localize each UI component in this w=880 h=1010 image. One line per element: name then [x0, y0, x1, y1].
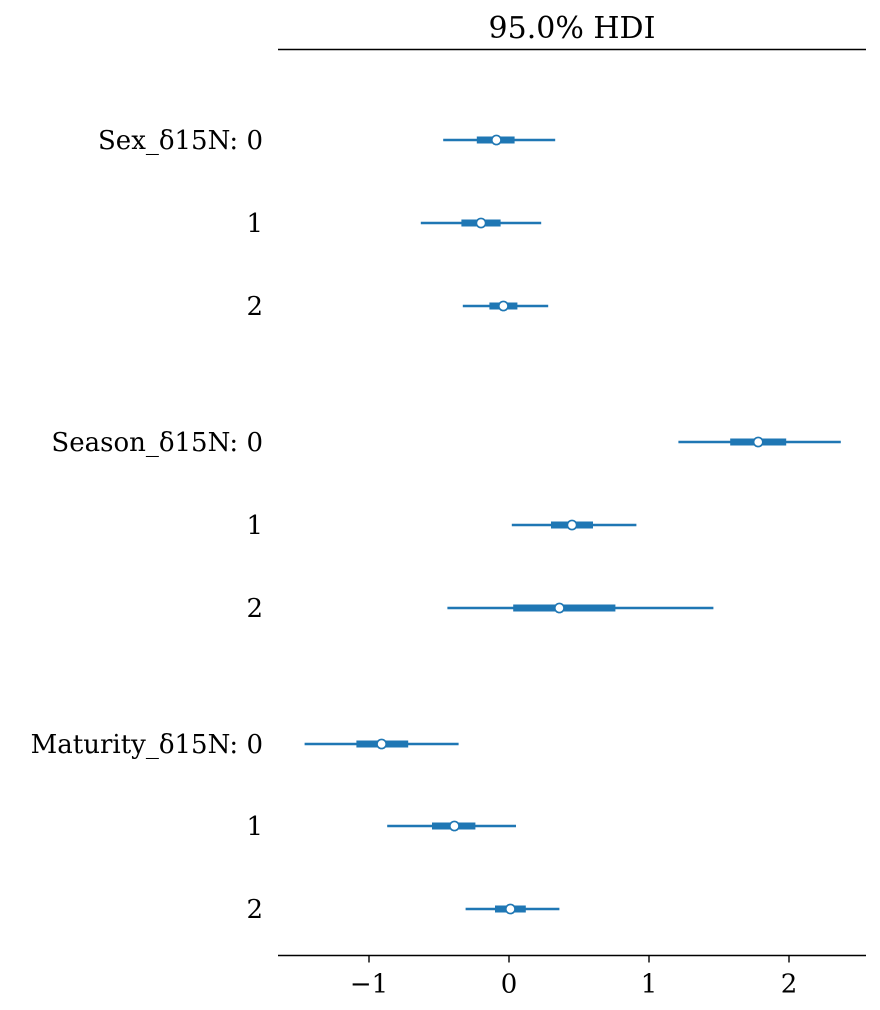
x-axis-ticks: −1 0 1 2 — [350, 955, 798, 1000]
point-estimate-marker — [497, 300, 509, 312]
forest-row: 1 — [246, 511, 637, 541]
row-label: 2 — [246, 292, 263, 322]
row-label: 2 — [246, 594, 263, 624]
point-estimate-marker — [504, 903, 516, 915]
forest-row: 1 — [246, 812, 516, 842]
chart-title: 95.0% HDI — [489, 11, 656, 46]
forest-row: Maturity_δ15N: 0 — [31, 730, 459, 760]
point-estimate-marker — [566, 519, 578, 531]
point-estimate-marker — [475, 217, 487, 229]
x-tick-label: −1 — [350, 970, 388, 1000]
forest-row: 2 — [246, 594, 714, 624]
row-label: 2 — [246, 895, 263, 925]
row-label: 1 — [246, 812, 263, 842]
group-name: Season_δ15N — [51, 428, 229, 458]
forest-row: 2 — [246, 895, 560, 925]
forest-row: Season_δ15N: 0 — [51, 428, 841, 458]
point-estimate-marker — [752, 436, 764, 448]
row-index: 0 — [246, 730, 263, 760]
row-label: Maturity_δ15N: 0 — [31, 730, 263, 760]
forest-rows: Sex_δ15N: 0 1 2 Season_δ15N: 0 1 2 Maturity_δ1… — [31, 126, 841, 925]
x-tick-label: 2 — [781, 970, 798, 1000]
point-estimate-marker — [554, 602, 565, 614]
row-label: Sex_δ15N: 0 — [98, 126, 263, 156]
row-label: 1 — [246, 511, 263, 541]
point-estimate-marker — [490, 134, 502, 146]
forest-row: 2 — [246, 292, 549, 322]
group-separator: : — [229, 428, 246, 458]
group-name: Maturity_δ15N — [31, 730, 230, 760]
forest-row: 1 — [246, 209, 542, 239]
row-label: Season_δ15N: 0 — [51, 428, 263, 458]
point-estimate-marker — [448, 820, 460, 832]
point-estimate-marker — [376, 738, 387, 750]
group-separator: : — [229, 730, 246, 760]
x-tick-label: 0 — [501, 970, 518, 1000]
row-label: 1 — [246, 209, 263, 239]
forest-row: Sex_δ15N: 0 — [98, 126, 556, 156]
group-name: Sex_δ15N — [98, 126, 230, 156]
x-tick-label: 1 — [641, 970, 658, 1000]
row-index: 0 — [246, 126, 263, 156]
group-separator: : — [229, 126, 246, 156]
row-index: 0 — [246, 428, 263, 458]
